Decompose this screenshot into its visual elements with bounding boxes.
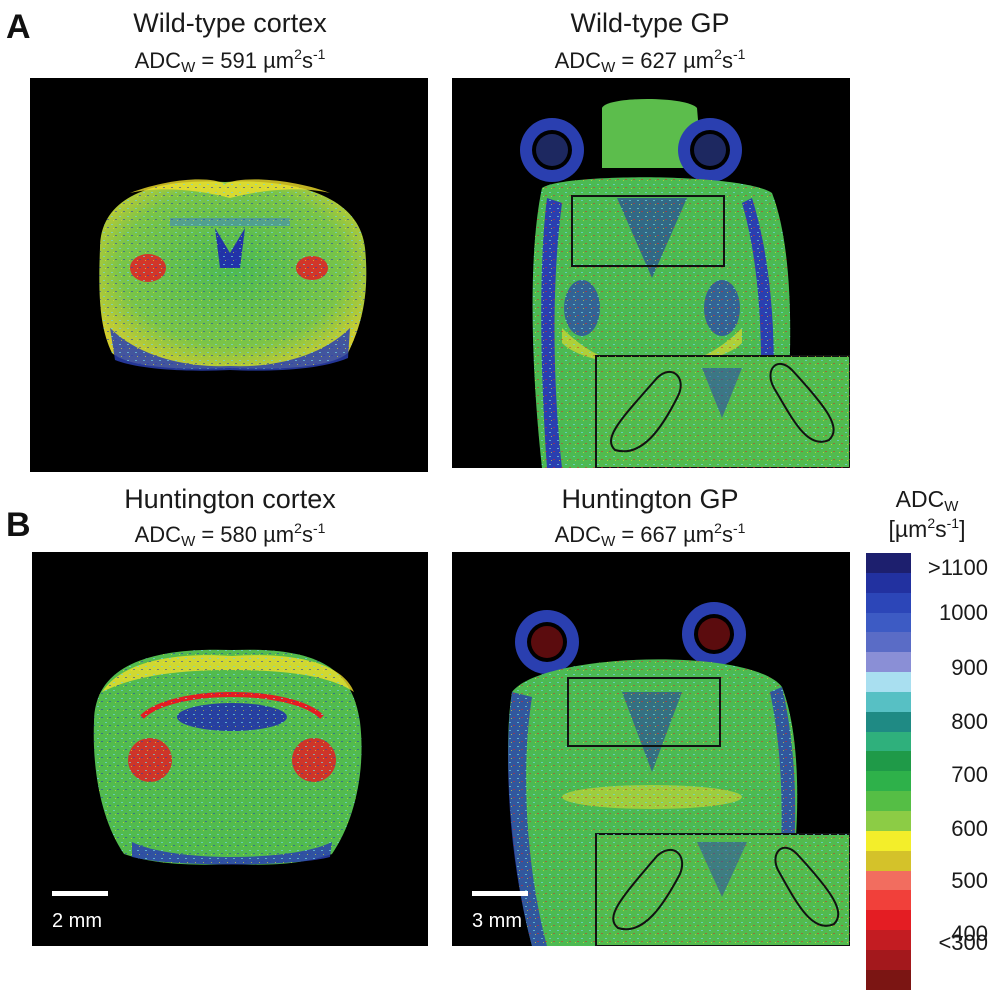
adc-value-hd-gp: ADCW = 667 µm2s-1 — [554, 520, 746, 550]
panel-title-wt-cortex: Wild-type cortex — [133, 8, 327, 38]
colorbar-swatch — [866, 711, 911, 732]
panel-letter-a: A — [6, 8, 31, 46]
colorbar-swatch — [866, 969, 911, 990]
image-hd-cortex — [32, 552, 428, 946]
image-wt-cortex — [30, 78, 428, 472]
colorbar-swatch — [866, 612, 911, 633]
scale-bar-cortex — [52, 891, 108, 896]
colorbar-tick-label: 800 — [951, 709, 988, 734]
adc-value-hd-cortex: ADCW = 580 µm2s-1 — [134, 520, 326, 550]
adc-value-wt-cortex: ADCW = 591 µm2s-1 — [134, 46, 326, 76]
scale-label-cortex: 2 mm — [52, 910, 102, 932]
colorbar-tick-label: >1100 — [927, 555, 988, 580]
colorbar-title: ADCW [µm2s-1] — [888, 486, 966, 542]
colorbar-tick-label: <300 — [938, 930, 988, 955]
image-wt-gp — [452, 78, 850, 468]
scale-bar-gp — [472, 891, 528, 896]
colorbar-swatch — [866, 632, 911, 653]
scale-label-gp: 3 mm — [472, 910, 522, 932]
colorbar-swatch — [866, 751, 911, 772]
colorbar-tick-label: 900 — [951, 655, 988, 680]
adc-value-wt-gp: ADCW = 627 µm2s-1 — [554, 46, 746, 76]
colorbar-tick-label: 600 — [951, 816, 988, 841]
colorbar-swatch — [866, 870, 911, 891]
colorbar-swatch — [866, 910, 911, 931]
colorbar-swatch — [866, 850, 911, 871]
colorbar-tick-label: 1000 — [939, 600, 988, 625]
colorbar-tick-label: 400 — [951, 921, 988, 946]
panel-title-wt-gp: Wild-type GP — [570, 8, 730, 38]
colorbar-tick-label: 700 — [951, 762, 988, 787]
colorbar-swatch — [866, 652, 911, 673]
colorbar-swatch — [866, 592, 911, 613]
colorbar-swatch — [866, 771, 911, 792]
colorbar-swatch — [866, 572, 911, 593]
panel-title-hd-gp: Huntington GP — [561, 484, 739, 514]
image-hd-gp — [452, 552, 850, 946]
colorbar-swatch — [866, 672, 911, 692]
colorbar-swatch — [866, 691, 911, 712]
colorbar-swatch — [866, 830, 911, 851]
colorbar-swatch — [866, 553, 911, 573]
colorbar — [866, 553, 911, 990]
colorbar-swatch — [866, 810, 911, 831]
colorbar-swatch — [866, 731, 911, 752]
panel-letter-b: B — [6, 506, 31, 544]
colorbar-tick-label: 500 — [951, 868, 988, 893]
colorbar-swatch — [866, 930, 911, 950]
colorbar-swatch — [866, 791, 911, 811]
colorbar-swatch — [866, 890, 911, 911]
panel-title-hd-cortex: Huntington cortex — [124, 484, 336, 514]
